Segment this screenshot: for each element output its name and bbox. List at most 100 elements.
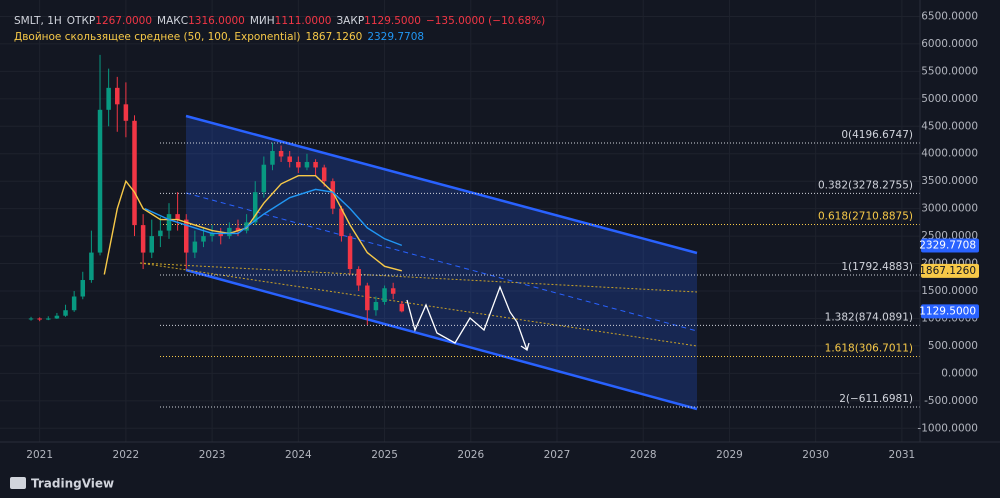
header-item: 1316.0000 bbox=[188, 15, 245, 27]
candle-body bbox=[28, 318, 34, 320]
fib-label: 1(1792.4883) bbox=[841, 261, 913, 273]
header-item: −135.0000 (−10.68%) bbox=[426, 15, 545, 27]
y-tick-label: 6000.0000 bbox=[921, 38, 978, 50]
fib-levels: 0(4196.6747) 0.382(3278.2755) 0.618(2710.8… bbox=[160, 129, 920, 408]
y-tick-label: 1500.0000 bbox=[921, 285, 978, 297]
candle-body bbox=[89, 252, 94, 281]
y-tick-label: -500.0000 bbox=[924, 395, 978, 407]
projection bbox=[406, 285, 528, 351]
candle-body bbox=[63, 310, 68, 316]
x-tick-label: 2024 bbox=[285, 449, 312, 461]
candle-body bbox=[54, 315, 60, 319]
candle-body bbox=[123, 104, 129, 121]
header: SMLT, 1Н ОТКР1267.0000 МАКС1316.0000 МИН111… bbox=[14, 15, 545, 27]
header-item: 1129.5000 bbox=[364, 15, 421, 27]
header-item: ОТКР bbox=[67, 15, 95, 27]
x-tick-label: 2030 bbox=[802, 449, 829, 461]
ema-line bbox=[144, 188, 403, 247]
candle-body bbox=[365, 285, 370, 311]
candle-body bbox=[382, 288, 387, 302]
x-tick-label: 2029 bbox=[716, 449, 743, 461]
y-tick-label: 6500.0000 bbox=[921, 10, 978, 22]
candle-body bbox=[80, 280, 86, 297]
candle-body bbox=[209, 233, 215, 237]
y-tick-label: 5500.0000 bbox=[921, 65, 978, 77]
candle-body bbox=[356, 269, 361, 286]
x-tick-label: 2023 bbox=[199, 449, 226, 461]
candle-body bbox=[252, 192, 258, 223]
candle-body bbox=[192, 241, 198, 253]
channel-top bbox=[185, 114, 698, 255]
candle-body bbox=[46, 318, 51, 320]
fib-label: 1.382(874.0891) bbox=[825, 311, 913, 323]
candle-body bbox=[71, 296, 77, 311]
candle-body bbox=[97, 109, 103, 253]
candle-body bbox=[158, 230, 163, 237]
candle-body bbox=[115, 87, 120, 105]
y-tick-label: -1000.0000 bbox=[917, 422, 978, 434]
channel-bottom bbox=[185, 268, 698, 411]
candle-body bbox=[373, 301, 379, 311]
candle-body bbox=[218, 233, 223, 237]
plot bbox=[28, 54, 405, 326]
candle-body bbox=[201, 236, 206, 242]
x-tick-label: 2027 bbox=[544, 449, 571, 461]
x-tick-label: 2022 bbox=[113, 449, 140, 461]
header-item: 1267.0000 bbox=[95, 15, 152, 27]
price-tag-label: 1129.5000 bbox=[919, 305, 976, 317]
fib-label: 0.618(2710.8875) bbox=[818, 211, 913, 223]
header-item: 1867.1260 bbox=[306, 31, 363, 43]
header-item: 1111.0000 bbox=[275, 15, 332, 27]
fan-line bbox=[139, 262, 698, 347]
candle-body bbox=[321, 167, 327, 182]
candle-body bbox=[132, 120, 137, 226]
candle-body bbox=[37, 318, 42, 320]
candle-body bbox=[330, 181, 336, 209]
y-tick-label: 3500.0000 bbox=[921, 175, 978, 187]
price-tag-label: 2329.7708 bbox=[919, 239, 976, 251]
y-tick-label: 3000.0000 bbox=[921, 203, 978, 215]
candle-body bbox=[140, 225, 146, 253]
projection-arrow bbox=[520, 342, 530, 352]
candle-body bbox=[399, 303, 405, 312]
price-tag bbox=[921, 238, 979, 253]
candle-body bbox=[175, 214, 180, 220]
y-tick-label: 4000.0000 bbox=[921, 148, 978, 160]
price-tag bbox=[921, 263, 979, 278]
x-tick-label: 2031 bbox=[889, 449, 916, 461]
y-tick-label: 4500.0000 bbox=[921, 120, 978, 132]
y-tick-label: 5000.0000 bbox=[921, 93, 978, 105]
logo-icon bbox=[10, 477, 26, 489]
candle-body bbox=[149, 236, 155, 253]
header-item: Двойное скользящее среднее (50, 100, Exp… bbox=[14, 31, 301, 43]
fib-label: 0.382(3278.2755) bbox=[818, 179, 913, 191]
candle-body bbox=[106, 87, 111, 110]
ema-line bbox=[103, 175, 402, 275]
y-tick-label: 500.0000 bbox=[928, 340, 978, 352]
fib-label: 1.618(306.7011) bbox=[825, 343, 913, 355]
candle-body bbox=[270, 150, 275, 165]
header-item: ЗАКР bbox=[336, 15, 364, 27]
header-item: МИН bbox=[250, 15, 275, 27]
x-tick-label: 2021 bbox=[26, 449, 53, 461]
candle-body bbox=[347, 236, 353, 270]
header-item: 2329.7708 bbox=[367, 31, 424, 43]
fib-label: 0(4196.6747) bbox=[841, 129, 913, 141]
header-item: МАКС bbox=[157, 15, 188, 27]
candle-body bbox=[390, 288, 396, 294]
x-tick-label: 2025 bbox=[371, 449, 398, 461]
candle-body bbox=[261, 164, 267, 193]
axes: 6500.0000 6000.0000 5500.0000 5000.0000 4500… bbox=[26, 10, 979, 461]
candle-body bbox=[339, 208, 344, 237]
y-tick-label: 0.0000 bbox=[941, 367, 978, 379]
fan-line bbox=[139, 262, 698, 293]
x-tick-label: 2028 bbox=[630, 449, 657, 461]
candle-body bbox=[296, 161, 301, 168]
price-tag-label: 1867.1260 bbox=[919, 265, 976, 277]
indicator-legend: Двойное скользящее среднее (50, 100, Exp… bbox=[14, 31, 424, 43]
candle-body bbox=[278, 150, 284, 157]
candle-body bbox=[313, 161, 318, 168]
candle-body bbox=[227, 227, 232, 237]
